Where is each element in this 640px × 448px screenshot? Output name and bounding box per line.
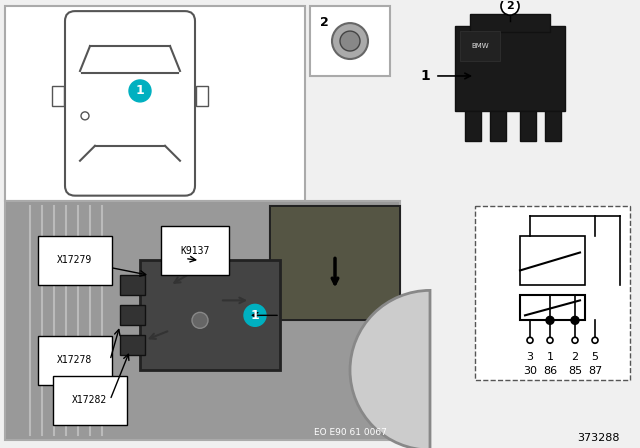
Circle shape <box>244 304 266 326</box>
Wedge shape <box>350 290 430 448</box>
Text: BMW: BMW <box>471 43 489 49</box>
Bar <box>52 86 64 106</box>
Text: X17282: X17282 <box>72 395 108 405</box>
Text: 1: 1 <box>547 352 554 362</box>
Bar <box>310 6 390 76</box>
Bar <box>520 111 536 141</box>
Circle shape <box>571 316 579 324</box>
Text: 373288: 373288 <box>577 433 620 443</box>
Bar <box>5 201 400 440</box>
Bar <box>455 26 565 111</box>
Text: 86: 86 <box>543 366 557 376</box>
Text: 87: 87 <box>588 366 602 376</box>
Text: 85: 85 <box>568 366 582 376</box>
Circle shape <box>572 337 578 343</box>
Text: EO E90 61 0067: EO E90 61 0067 <box>314 427 387 436</box>
Text: 3: 3 <box>527 352 534 362</box>
Circle shape <box>546 316 554 324</box>
Circle shape <box>592 337 598 343</box>
Text: 5: 5 <box>591 352 598 362</box>
Circle shape <box>81 112 89 120</box>
Bar <box>5 6 305 201</box>
Circle shape <box>340 31 360 51</box>
Text: 2: 2 <box>572 352 579 362</box>
Circle shape <box>332 23 368 59</box>
Circle shape <box>192 312 208 328</box>
Text: 2: 2 <box>320 16 329 29</box>
Bar <box>170 246 220 266</box>
Text: 1: 1 <box>136 84 145 97</box>
Bar <box>490 111 506 141</box>
Bar <box>470 14 550 32</box>
Text: 1: 1 <box>251 309 259 322</box>
Circle shape <box>527 337 533 343</box>
Circle shape <box>501 0 519 15</box>
Bar <box>120 335 145 355</box>
Text: 2: 2 <box>506 1 514 11</box>
Bar <box>120 306 145 325</box>
Text: K9137: K9137 <box>180 246 210 255</box>
Text: 1: 1 <box>420 69 430 83</box>
Bar <box>520 236 585 285</box>
Circle shape <box>129 80 151 102</box>
Bar <box>520 295 585 320</box>
Bar <box>465 111 481 141</box>
Bar <box>475 206 630 380</box>
Bar <box>271 207 399 319</box>
Text: X17279: X17279 <box>58 255 93 266</box>
Bar <box>196 86 208 106</box>
Circle shape <box>547 337 553 343</box>
Bar <box>270 206 400 320</box>
Bar <box>460 31 500 61</box>
FancyBboxPatch shape <box>65 11 195 196</box>
Bar <box>6 202 399 439</box>
Bar <box>545 111 561 141</box>
Bar <box>120 276 145 295</box>
Text: X17278: X17278 <box>58 355 93 365</box>
Text: 30: 30 <box>523 366 537 376</box>
Bar <box>140 260 280 370</box>
